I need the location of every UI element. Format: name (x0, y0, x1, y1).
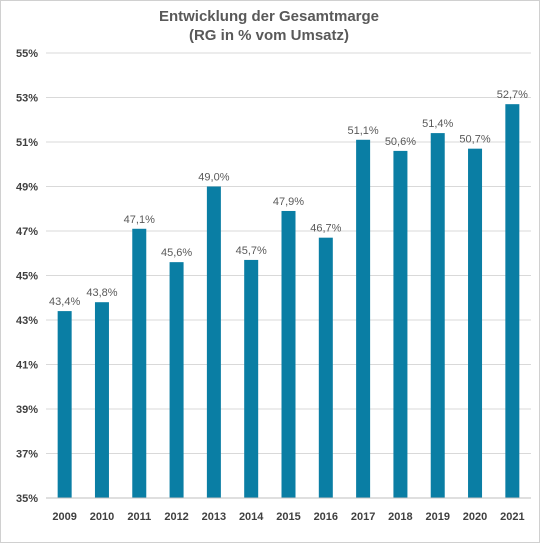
bar (468, 148, 483, 499)
bar (94, 302, 109, 498)
x-tick-label: 2011 (127, 511, 151, 523)
x-tick-label: 2018 (388, 511, 412, 523)
y-tick-label: 55% (16, 48, 38, 60)
data-label: 50,6% (385, 136, 416, 148)
y-axis-tick-labels: 35% 37% 39% 41% 43% 45% 47% 49% 51% 53% 55% (16, 48, 38, 505)
x-tick-label: 2016 (314, 511, 338, 523)
chart-title: Entwicklung der Gesamtmarge (159, 8, 379, 25)
x-tick-label: 2017 (351, 511, 375, 523)
bar (169, 262, 184, 498)
data-label: 45,7% (236, 245, 267, 257)
data-label: 51,4% (422, 118, 453, 130)
y-tick-label: 37% (16, 449, 38, 461)
x-tick-label: 2020 (463, 511, 487, 523)
bar-series (57, 104, 520, 499)
chart-subtitle: (RG in % vom Umsatz) (189, 27, 349, 44)
data-label: 43,8% (86, 287, 117, 299)
data-label: 51,1% (348, 125, 379, 137)
x-tick-label: 2009 (52, 511, 76, 523)
bar (318, 237, 333, 499)
bar (206, 186, 221, 498)
data-label: 46,7% (310, 223, 341, 235)
data-label: 43,4% (49, 296, 80, 308)
y-tick-label: 47% (16, 226, 38, 238)
bar (132, 228, 147, 498)
bar (393, 150, 408, 498)
y-tick-label: 51% (16, 137, 38, 149)
y-tick-label: 43% (16, 315, 38, 327)
x-tick-label: 2014 (239, 511, 264, 523)
data-label: 47,1% (124, 214, 155, 226)
data-label: 47,9% (273, 196, 304, 208)
x-tick-label: 2021 (500, 511, 524, 523)
y-tick-label: 45% (16, 271, 38, 283)
data-labels: 43,4% 43,8% 47,1% 45,6% 49,0% 45,7% 47,9% 46,7%… (49, 89, 528, 308)
y-tick-label: 49% (16, 182, 38, 194)
data-label: 45,6% (161, 247, 192, 259)
y-tick-label: 41% (16, 360, 38, 372)
bar (281, 210, 296, 498)
x-tick-label: 2013 (202, 511, 226, 523)
bar (356, 139, 371, 498)
x-tick-label: 2012 (164, 511, 188, 523)
data-label: 50,7% (459, 134, 490, 146)
data-label: 52,7% (497, 89, 528, 101)
x-tick-label: 2010 (90, 511, 114, 523)
x-tick-label: 2015 (276, 511, 300, 523)
y-tick-label: 35% (16, 493, 38, 505)
data-label: 49,0% (198, 172, 229, 184)
bar (57, 311, 72, 498)
y-tick-label: 39% (16, 404, 38, 416)
bar (505, 104, 520, 499)
bar (430, 133, 445, 498)
y-tick-label: 53% (16, 93, 38, 105)
bar (244, 259, 259, 498)
x-axis-tick-labels: 2009 2010 2011 2012 2013 2014 2015 2016 2017 2018… (52, 511, 524, 523)
x-tick-label: 2019 (425, 511, 449, 523)
